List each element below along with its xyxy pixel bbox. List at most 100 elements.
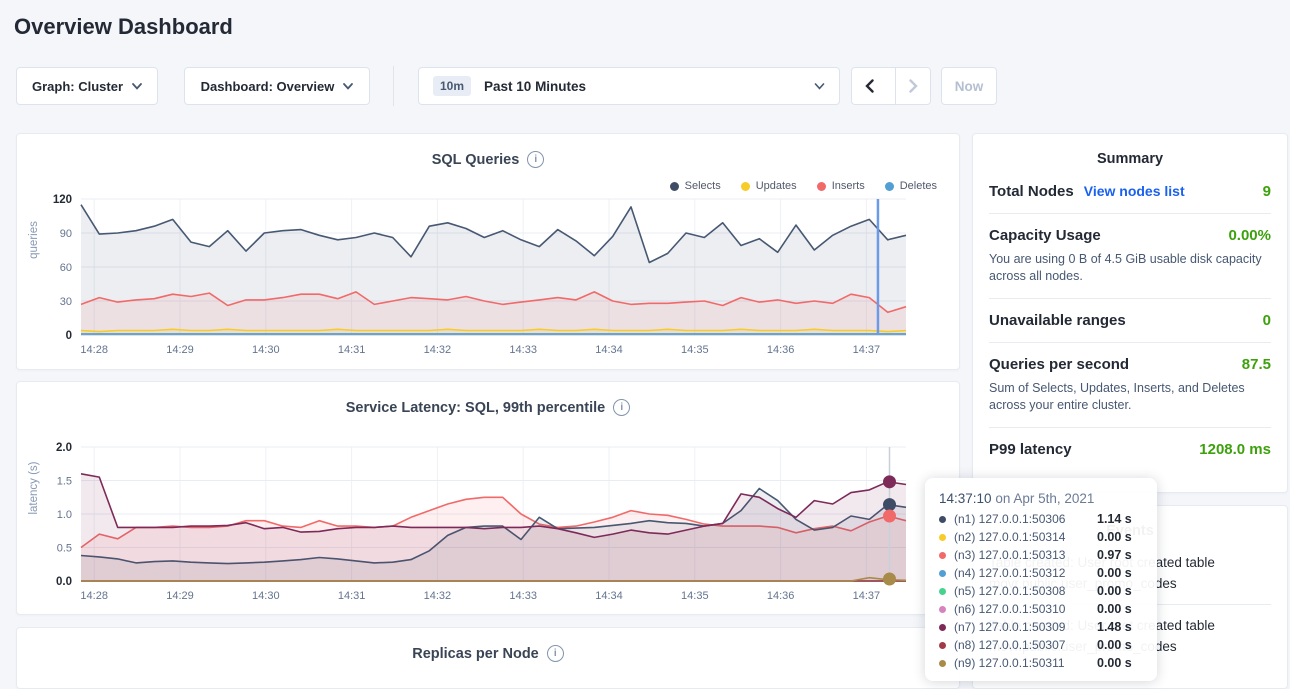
p99-latency-value: 1208.0 ms — [1199, 441, 1271, 458]
svg-text:120: 120 — [53, 194, 72, 206]
legend-item-selects[interactable]: Selects — [670, 180, 721, 192]
legend-dot — [817, 182, 826, 191]
graph-dropdown[interactable]: Graph: Cluster — [16, 67, 158, 105]
summary-row-total-nodes: Total Nodes View nodes list 9 — [989, 170, 1271, 214]
tooltip-row: (n3) 127.0.0.1:503130.97 s — [939, 548, 1143, 562]
chevron-down-icon — [132, 83, 142, 90]
svg-text:2.0: 2.0 — [56, 442, 72, 454]
tooltip-node-latency: 0.00 s — [1097, 566, 1132, 580]
graph-dropdown-label: Graph: Cluster — [32, 79, 123, 94]
svg-text:90: 90 — [60, 228, 72, 240]
dashboard-dropdown[interactable]: Dashboard: Overview — [184, 67, 370, 105]
sql-queries-title: SQL Queries — [432, 152, 520, 168]
legend-label: Selects — [685, 180, 721, 192]
node-color-dot — [939, 552, 946, 559]
total-nodes-value: 9 — [1263, 183, 1271, 200]
info-icon[interactable]: i — [547, 645, 564, 662]
tooltip-node-latency: 0.00 s — [1097, 656, 1132, 670]
tooltip-node-latency: 1.14 s — [1097, 512, 1132, 526]
tooltip-node-address: (n3) 127.0.0.1:50313 — [954, 548, 1097, 562]
svg-text:14:31: 14:31 — [338, 590, 366, 602]
view-nodes-list-link[interactable]: View nodes list — [1084, 183, 1185, 199]
svg-text:14:35: 14:35 — [681, 590, 709, 602]
node-color-dot — [939, 624, 946, 631]
sql-queries-legend: Selects Updates Inserts Deletes — [670, 180, 937, 192]
legend-item-inserts[interactable]: Inserts — [817, 180, 865, 192]
tooltip-row: (n8) 127.0.0.1:503070.00 s — [939, 638, 1143, 652]
tooltip-node-address: (n9) 127.0.0.1:50311 — [954, 656, 1097, 670]
tooltip-row: (n4) 127.0.0.1:503120.00 s — [939, 566, 1143, 580]
tooltip-row: (n7) 127.0.0.1:503091.48 s — [939, 620, 1143, 634]
svg-text:60: 60 — [60, 262, 72, 274]
queries-per-second-label: Queries per second — [989, 356, 1129, 373]
info-icon[interactable]: i — [613, 399, 630, 416]
time-back-button[interactable] — [852, 68, 886, 104]
replicas-per-node-title: Replicas per Node — [412, 646, 539, 662]
tooltip-row: (n9) 127.0.0.1:503110.00 s — [939, 656, 1143, 670]
legend-item-updates[interactable]: Updates — [741, 180, 797, 192]
legend-label: Updates — [756, 180, 797, 192]
chart-hover-tooltip: 14:37:10 on Apr 5th, 2021 (n1) 127.0.0.1… — [925, 478, 1157, 681]
legend-item-deletes[interactable]: Deletes — [885, 180, 937, 192]
tooltip-node-latency: 0.00 s — [1097, 602, 1132, 616]
capacity-usage-label: Capacity Usage — [989, 227, 1101, 244]
tooltip-node-address: (n6) 127.0.0.1:50310 — [954, 602, 1097, 616]
summary-title: Summary — [989, 151, 1271, 167]
node-color-dot — [939, 660, 946, 667]
queries-per-second-subtext: Sum of Selects, Updates, Inserts, and De… — [989, 380, 1271, 414]
svg-text:14:31: 14:31 — [338, 344, 366, 356]
svg-text:14:28: 14:28 — [80, 590, 108, 602]
unavailable-ranges-label: Unavailable ranges — [989, 312, 1126, 329]
svg-text:14:34: 14:34 — [595, 590, 623, 602]
tooltip-node-address: (n7) 127.0.0.1:50309 — [954, 620, 1097, 634]
capacity-usage-subtext: You are using 0 B of 4.5 GiB usable disk… — [989, 251, 1271, 285]
time-range-label: Past 10 Minutes — [484, 79, 586, 94]
tooltip-node-latency: 0.00 s — [1097, 530, 1132, 544]
time-forward-button[interactable] — [895, 68, 930, 104]
service-latency-panel: Service Latency: SQL, 99th percentile i … — [16, 381, 960, 615]
time-range-badge: 10m — [433, 76, 471, 96]
svg-text:14:34: 14:34 — [595, 344, 623, 356]
svg-text:14:29: 14:29 — [166, 344, 194, 356]
p99-latency-label: P99 latency — [989, 441, 1072, 458]
queries-per-second-value: 87.5 — [1242, 356, 1271, 373]
svg-text:14:36: 14:36 — [767, 590, 795, 602]
legend-dot — [670, 182, 679, 191]
service-latency-title: Service Latency: SQL, 99th percentile — [346, 400, 606, 416]
capacity-usage-value: 0.00% — [1228, 227, 1271, 244]
now-button[interactable]: Now — [941, 67, 997, 105]
unavailable-ranges-value: 0 — [1263, 312, 1271, 329]
tooltip-node-latency: 1.48 s — [1097, 620, 1132, 634]
page-title: Overview Dashboard — [14, 14, 233, 40]
node-color-dot — [939, 588, 946, 595]
tooltip-row: (n2) 127.0.0.1:503140.00 s — [939, 530, 1143, 544]
svg-text:0: 0 — [66, 330, 72, 342]
svg-text:14:32: 14:32 — [424, 344, 452, 356]
sql-queries-panel: SQL Queries i Selects Updates Inserts Delet… — [16, 133, 960, 370]
tooltip-row: (n5) 127.0.0.1:503080.00 s — [939, 584, 1143, 598]
chevron-down-icon — [814, 83, 825, 90]
node-color-dot — [939, 516, 946, 523]
tooltip-timestamp: 14:37:10 on Apr 5th, 2021 — [939, 491, 1143, 506]
tooltip-node-address: (n2) 127.0.0.1:50314 — [954, 530, 1097, 544]
time-step-buttons — [851, 67, 931, 105]
tooltip-node-address: (n4) 127.0.0.1:50312 — [954, 566, 1097, 580]
legend-label: Deletes — [900, 180, 937, 192]
replicas-per-node-panel: Replicas per Node i — [16, 627, 960, 689]
node-color-dot — [939, 606, 946, 613]
svg-text:14:30: 14:30 — [252, 344, 280, 356]
svg-text:30: 30 — [60, 296, 72, 308]
time-range-selector[interactable]: 10m Past 10 Minutes — [418, 67, 840, 105]
tooltip-node-address: (n8) 127.0.0.1:50307 — [954, 638, 1097, 652]
total-nodes-label: Total Nodes — [989, 183, 1074, 200]
tooltip-node-address: (n1) 127.0.0.1:50306 — [954, 512, 1097, 526]
svg-text:0.5: 0.5 — [57, 543, 72, 555]
svg-text:0.0: 0.0 — [56, 576, 72, 588]
summary-row-unavailable-ranges: Unavailable ranges 0 — [989, 299, 1271, 343]
svg-text:14:32: 14:32 — [424, 590, 452, 602]
node-color-dot — [939, 570, 946, 577]
service-latency-chart[interactable]: 14:2814:2914:3014:3114:3214:3314:3414:35… — [17, 441, 960, 607]
sql-queries-chart[interactable]: 14:2814:2914:3014:3114:3214:3314:3414:35… — [17, 193, 960, 361]
info-icon[interactable]: i — [527, 151, 544, 168]
node-color-dot — [939, 642, 946, 649]
